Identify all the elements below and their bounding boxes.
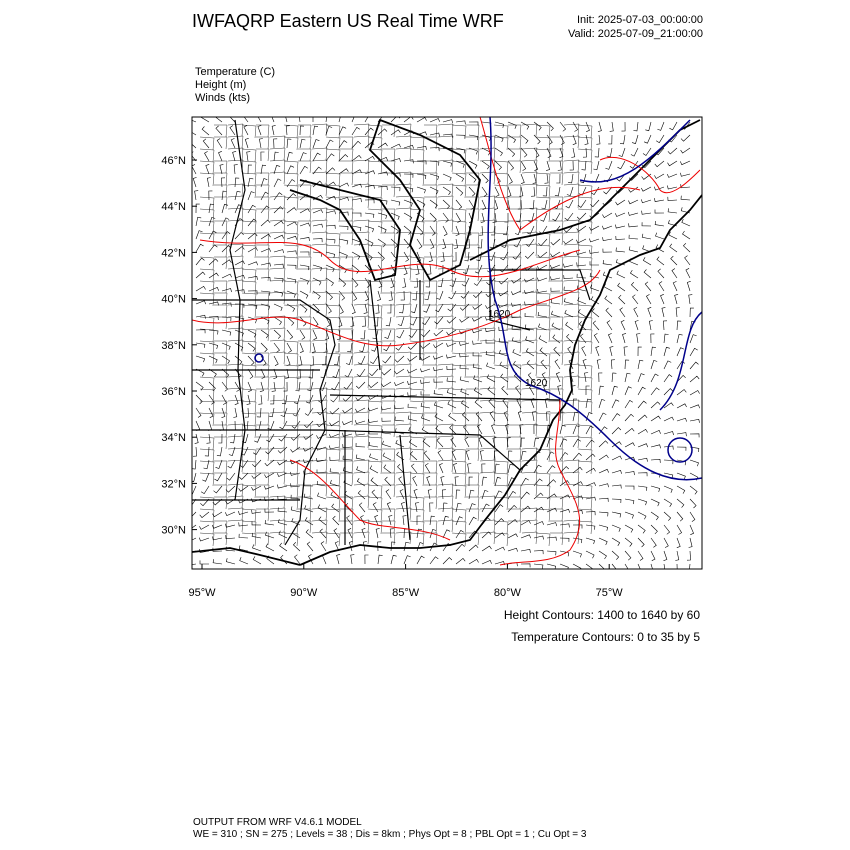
- axes: 46°N 44°N 42°N 40°N 38°N 36°N 34°N 32°N 30°N 95°W…: [161, 155, 623, 599]
- height-legend: Height Contours: 1400 to 1640 by 60: [504, 608, 700, 622]
- lat-label: 38°N: [161, 340, 186, 352]
- map-frame: [191, 116, 703, 570]
- footer-line: WE = 310 ; SN = 275 ; Levels = 38 ; Dis …: [193, 829, 587, 840]
- contour-label: 1620: [488, 309, 511, 320]
- field-name: Temperature (C): [195, 66, 275, 78]
- lat-label: 36°N: [161, 386, 186, 398]
- lon-label: 85°W: [392, 587, 420, 599]
- lon-label: 95°W: [188, 587, 216, 599]
- lon-label: 80°W: [494, 587, 522, 599]
- valid-time: Valid: 2025-07-09_21:00:00: [568, 28, 703, 40]
- height-contours: [254, 117, 702, 481]
- map: 1620 1620: [192, 117, 702, 569]
- county-grid: [199, 123, 593, 547]
- title: IWFAQRP Eastern US Real Time WRF: [192, 11, 504, 31]
- field-name: Winds (kts): [195, 92, 250, 104]
- lat-label: 32°N: [161, 478, 186, 490]
- barb-field: [192, 117, 700, 569]
- wind-barbs: [192, 117, 700, 569]
- lat-label: 30°N: [161, 525, 186, 537]
- contour-label: 1620: [525, 378, 548, 389]
- temperature-legend: Temperature Contours: 0 to 35 by 5: [511, 630, 700, 644]
- lon-label: 75°W: [596, 587, 624, 599]
- footer-line: OUTPUT FROM WRF V4.6.1 MODEL: [193, 817, 362, 828]
- lon-label: 90°W: [290, 587, 318, 599]
- lat-label: 44°N: [161, 201, 186, 213]
- init-time: Init: 2025-07-03_00:00:00: [577, 14, 703, 26]
- county-borders: [199, 123, 593, 547]
- field-name: Height (m): [195, 79, 246, 91]
- temperature-contours: [192, 117, 701, 566]
- lat-label: 46°N: [161, 155, 186, 167]
- lat-label: 34°N: [161, 432, 186, 444]
- lat-label: 42°N: [161, 247, 186, 259]
- lat-label: 40°N: [161, 294, 186, 306]
- state-borders: [192, 119, 591, 546]
